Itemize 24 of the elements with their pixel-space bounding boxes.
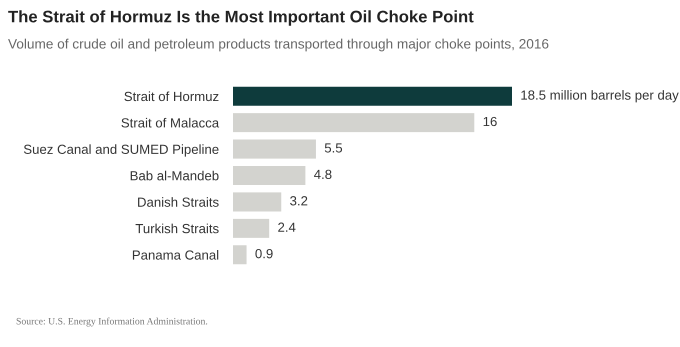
data-label: 18.5 million barrels per day — [521, 90, 679, 102]
data-label: 2.4 — [278, 222, 296, 232]
bar — [233, 86, 512, 106]
bar — [233, 218, 270, 238]
y-tick-label: Strait of Malacca — [121, 118, 220, 128]
data-label: 16 — [484, 116, 497, 126]
chart-title: The Strait of Hormuz Is the Most Important Oil Choke Point — [8, 10, 474, 26]
data-label: 4.8 — [314, 170, 332, 180]
source-note: Source: U.S. Energy Information Administration. — [16, 318, 208, 326]
y-tick-label: Panama Canal — [132, 250, 218, 260]
y-tick-label: Bab al-Mandeb — [130, 170, 219, 180]
y-tick-label: Strait of Hormuz — [124, 91, 218, 102]
data-label: 3.2 — [290, 196, 308, 206]
bar — [233, 166, 306, 186]
y-tick-label: Danish Straits — [138, 197, 219, 207]
chart-subtitle: Volume of crude oil and petroleum products transported through major choke points, 2016 — [8, 38, 548, 52]
bar — [233, 113, 474, 132]
y-tick-label: Turkish Straits — [136, 224, 219, 234]
bar — [233, 192, 282, 212]
y-tick-label: Suez Canal and SUMED Pipeline — [24, 144, 219, 157]
bar — [233, 140, 316, 159]
data-label: 5.5 — [324, 143, 342, 153]
data-label: 0.9 — [255, 248, 273, 258]
bar — [233, 245, 247, 264]
